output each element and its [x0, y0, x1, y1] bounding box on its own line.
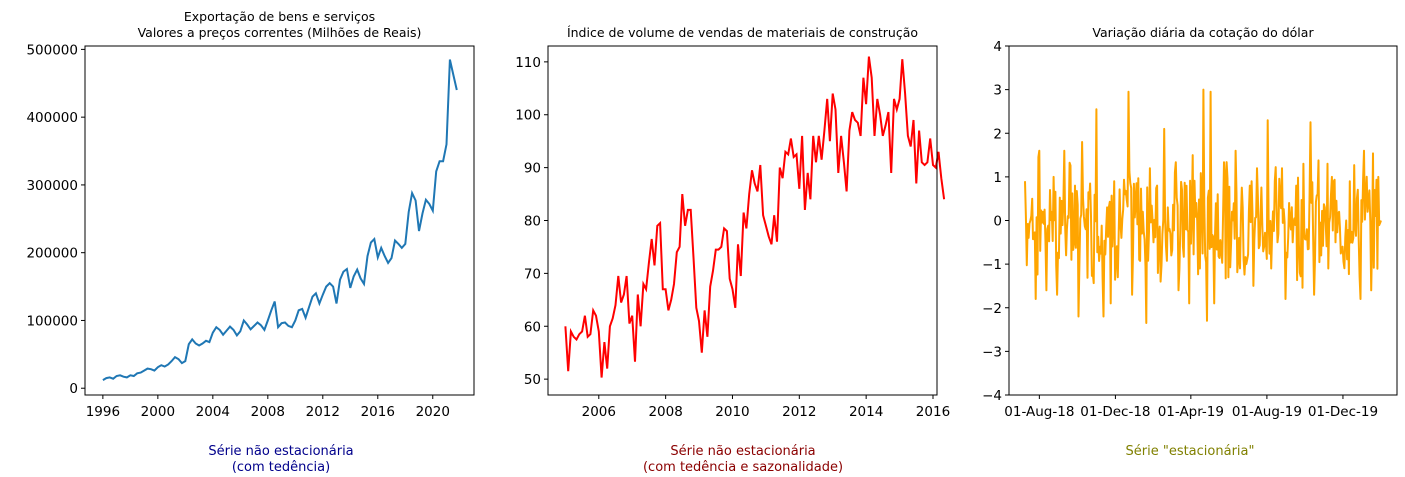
chart-panel-3: Variação diária da cotação do dólar −4 −3 −… — [982, 25, 1398, 420]
chart-title: Exportação de bens e serviços — [184, 9, 375, 24]
y-tick-label: 500000 — [26, 42, 78, 58]
x-tick-label: 01-Dec-19 — [1308, 404, 1378, 420]
y-tick-label: 0 — [69, 381, 78, 397]
series-line-materiais — [564, 56, 946, 378]
x-tick-label: 2010 — [715, 404, 749, 420]
y-tick-label: 200000 — [26, 246, 78, 262]
caption-middle-line2: (com tedência e sazonalidade) — [642, 460, 844, 475]
x-tick-label: 2008 — [648, 404, 682, 420]
chart-title: Variação diária da cotação do dólar — [1092, 25, 1314, 40]
y-tick-label: 300000 — [26, 178, 78, 194]
y-tick-label: 110 — [515, 55, 541, 71]
caption-middle-line1: Série não estacionária — [670, 444, 816, 459]
y-tick-label: −4 — [982, 388, 1002, 404]
y-tick-label: −2 — [982, 301, 1002, 317]
x-tick-label: 01-Apr-19 — [1158, 404, 1224, 420]
caption-middle: Série não estacionária (com tedência e s… — [563, 444, 923, 476]
caption-left: Série não estacionária (com tedência) — [101, 444, 461, 476]
y-tick-label: 4 — [993, 39, 1002, 55]
x-tick-label: 01-Dec-18 — [1080, 404, 1150, 420]
x-tick-label: 2008 — [251, 404, 285, 420]
axes-frame — [547, 45, 938, 396]
y-tick-label: 60 — [524, 319, 541, 335]
caption-right: Série "estacionária" — [1010, 444, 1370, 460]
y-tick-label: −1 — [982, 257, 1002, 273]
axes-frame — [1008, 45, 1398, 396]
x-tick-label: 2014 — [849, 404, 883, 420]
y-tick-label: 50 — [524, 372, 541, 388]
x-tick-label: 2006 — [582, 404, 616, 420]
y-tick-label: 70 — [524, 266, 541, 282]
x-tick-label: 2020 — [416, 404, 450, 420]
x-tick-label: 01-Aug-19 — [1232, 404, 1302, 420]
chart-panel-2: Índice de volume de vendas de materiais … — [515, 25, 950, 420]
x-tick-label: 2016 — [361, 404, 395, 420]
caption-left-line2: (com tedência) — [231, 460, 331, 475]
y-tick-label: 2 — [993, 126, 1002, 142]
x-tick-label: 2016 — [916, 404, 950, 420]
y-tick-label: −3 — [982, 344, 1002, 360]
y-tick-label: 1 — [993, 170, 1002, 186]
x-tick-label: 01-Aug-18 — [1004, 404, 1074, 420]
y-tick-label: 100000 — [26, 313, 78, 329]
x-tick-label: 2004 — [196, 404, 230, 420]
y-tick-label: 90 — [524, 161, 541, 177]
x-tick-label: 2012 — [306, 404, 340, 420]
axes-frame — [84, 45, 475, 396]
y-tick-label: 80 — [524, 214, 541, 230]
caption-left-line1: Série não estacionária — [208, 444, 354, 459]
series-line-exportacao — [102, 59, 458, 381]
y-tick-label: 400000 — [26, 110, 78, 126]
caption-right-line1: Série "estacionária" — [1125, 444, 1255, 459]
x-tick-label: 2000 — [141, 404, 175, 420]
chart-title: Índice de volume de vendas de materiais … — [567, 25, 918, 40]
chart-subtitle: Valores a preços correntes (Milhões de R… — [138, 25, 422, 40]
y-tick-label: 3 — [993, 83, 1002, 99]
x-tick-label: 1996 — [86, 404, 120, 420]
x-tick-label: 2012 — [782, 404, 816, 420]
series-line-dolar — [1024, 88, 1382, 324]
y-tick-label: 0 — [993, 214, 1002, 230]
y-tick-label: 100 — [515, 108, 541, 124]
